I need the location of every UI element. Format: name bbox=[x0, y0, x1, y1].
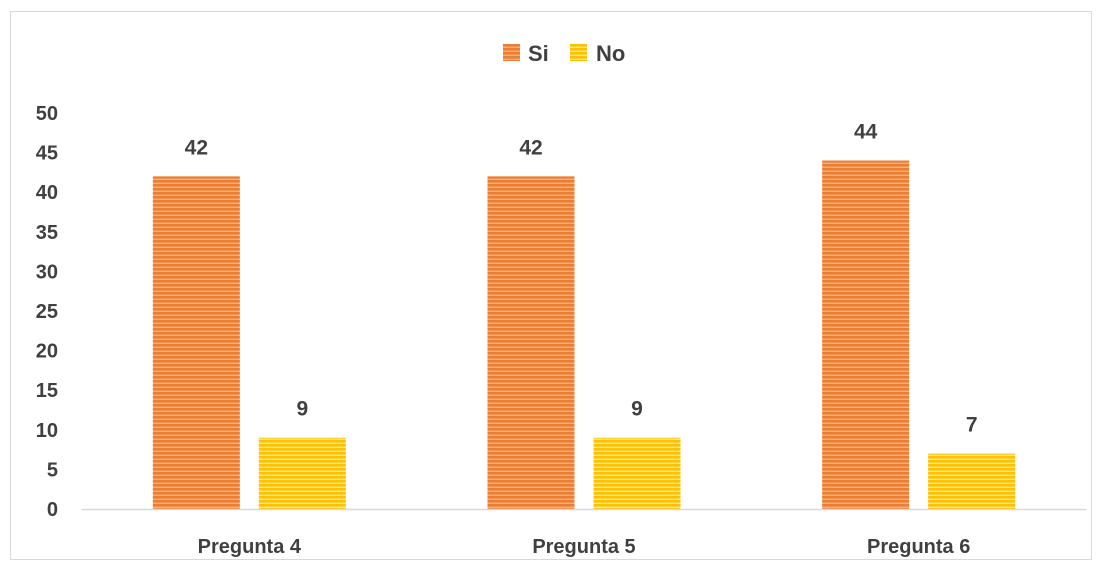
data-label: 44 bbox=[854, 121, 878, 144]
y-tick-label: 20 bbox=[36, 341, 58, 363]
y-tick-label: 10 bbox=[36, 420, 58, 442]
y-tick-label: 50 bbox=[36, 103, 58, 125]
bar-si-2 bbox=[487, 176, 575, 510]
legend-swatch-no bbox=[570, 44, 587, 61]
legend-label-si: Si bbox=[528, 41, 549, 66]
bars: 42 9 42 9 44 7 bbox=[152, 121, 1016, 510]
bar-no-3 bbox=[928, 453, 1016, 509]
legend-label-no: No bbox=[596, 41, 625, 66]
bar-no-1 bbox=[258, 437, 346, 509]
x-category-label: Pregunta 5 bbox=[532, 536, 635, 558]
y-axis: 0 5 10 15 20 25 30 35 40 45 50 bbox=[36, 103, 58, 521]
x-category-label: Pregunta 6 bbox=[867, 536, 970, 558]
bar-si-3 bbox=[822, 160, 910, 509]
y-tick-label: 5 bbox=[47, 459, 58, 481]
legend-swatch-si bbox=[503, 44, 520, 61]
y-tick-label: 30 bbox=[36, 261, 58, 283]
data-label: 7 bbox=[966, 414, 978, 437]
data-label: 9 bbox=[296, 398, 308, 421]
y-tick-label: 40 bbox=[36, 182, 58, 204]
x-axis: Pregunta 4 Pregunta 5 Pregunta 6 bbox=[82, 508, 1086, 558]
bar-si-1 bbox=[152, 176, 240, 510]
bar-no-2 bbox=[593, 437, 681, 509]
y-tick-label: 25 bbox=[36, 301, 58, 323]
data-label: 42 bbox=[185, 136, 208, 159]
y-tick-label: 45 bbox=[36, 143, 58, 165]
y-tick-label: 15 bbox=[36, 380, 58, 402]
x-category-label: Pregunta 4 bbox=[198, 536, 302, 558]
data-label: 42 bbox=[519, 136, 542, 159]
y-tick-label: 0 bbox=[47, 499, 58, 521]
y-tick-label: 35 bbox=[36, 222, 58, 244]
legend: Si No bbox=[503, 41, 625, 66]
data-label: 9 bbox=[631, 398, 643, 421]
